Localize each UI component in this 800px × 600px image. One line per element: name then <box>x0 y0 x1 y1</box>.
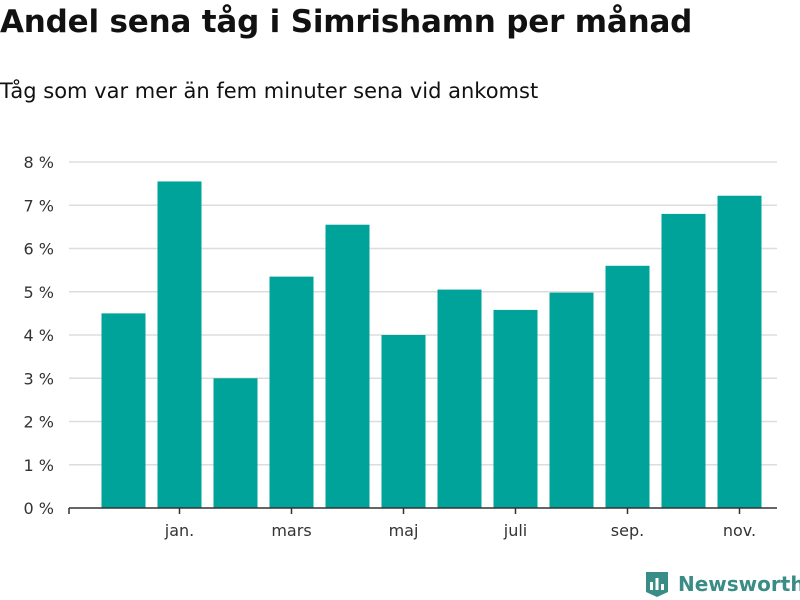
y-tick-label: 1 % <box>24 456 54 475</box>
bar-feb <box>213 378 258 508</box>
bar-aug <box>549 292 594 508</box>
x-tick-label: juli <box>503 521 527 540</box>
brand-name: Newsworthy <box>678 572 800 596</box>
y-tick-label: 2 % <box>24 413 54 432</box>
y-tick-label: 5 % <box>24 283 54 302</box>
x-tick-label: sep. <box>611 521 644 540</box>
chart-subtitle: Tåg som var mer än fem minuter sena vid … <box>0 79 539 103</box>
bar-maj <box>381 335 426 508</box>
x-tick-label: mars <box>271 521 311 540</box>
newsworthy-logo-icon <box>646 572 668 597</box>
x-tick-label: jan. <box>164 521 194 540</box>
bar-okt <box>661 213 706 508</box>
bar-sep <box>605 265 650 508</box>
bar-juli <box>493 309 538 508</box>
y-tick-label: 6 % <box>24 240 54 259</box>
bar-nov <box>717 195 762 509</box>
x-tick-label: nov. <box>723 521 756 540</box>
bar-mars <box>269 276 314 508</box>
x-tick-label: maj <box>389 521 419 540</box>
bar-jan <box>157 181 202 508</box>
bar-dec <box>101 313 146 508</box>
y-tick-label: 8 % <box>24 153 54 172</box>
y-tick-label: 3 % <box>24 369 54 388</box>
y-tick-label: 0 % <box>24 499 54 518</box>
chart-title: Andel sena tåg i Simrishamn per månad <box>0 4 693 40</box>
bar-juni <box>437 289 482 508</box>
brand-logo[interactable]: Newsworthy <box>644 568 800 600</box>
y-tick-label: 7 % <box>24 196 54 215</box>
bar-apr <box>325 224 370 508</box>
y-tick-label: 4 % <box>24 326 54 345</box>
bar-chart: 0 % 1 % 2 % 3 % 4 % 5 % 6 % 7 % 8 % jan. mars maj ju… <box>24 153 777 540</box>
